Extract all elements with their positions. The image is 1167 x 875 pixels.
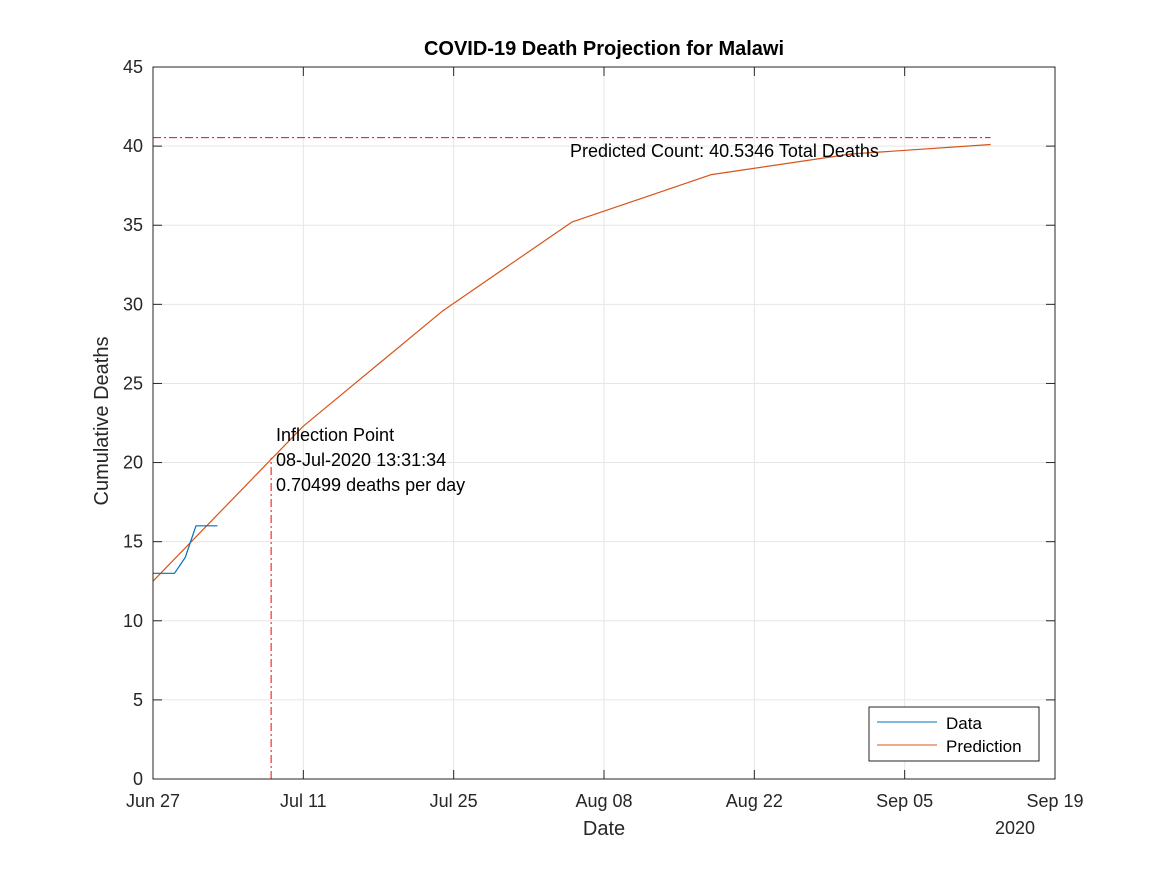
grid <box>153 67 1055 779</box>
x-tick-label: Jun 27 <box>126 791 180 811</box>
x-tick-label: Jul 11 <box>280 791 327 811</box>
series-line-prediction <box>152 143 991 582</box>
y-tick-label: 35 <box>123 215 143 235</box>
chart-title: COVID-19 Death Projection for Malawi <box>424 38 784 60</box>
inflection-annotation-title: Inflection Point <box>276 425 394 445</box>
x-axis-label: Date <box>583 818 625 840</box>
y-tick-label: 30 <box>123 294 143 314</box>
y-tick-label: 10 <box>123 611 143 631</box>
x-axis-year-label: 2020 <box>995 818 1035 838</box>
legend-label-prediction: Prediction <box>946 737 1022 756</box>
reference-lines <box>153 137 991 779</box>
legend-label-data: Data <box>946 714 982 733</box>
x-tick-label: Jul 25 <box>430 791 478 811</box>
inflection-annotation-rate: 0.70499 deaths per day <box>276 475 465 495</box>
predicted-count-annotation: Predicted Count: 40.5346 Total Deaths <box>570 141 879 161</box>
y-tick-label: 40 <box>123 136 143 156</box>
inflection-annotation-date: 08-Jul-2020 13:31:34 <box>276 450 446 470</box>
x-tick-label: Sep 19 <box>1026 791 1083 811</box>
legend-box <box>868 706 1040 762</box>
x-tick-label: Aug 08 <box>575 791 632 811</box>
legend: Data Prediction <box>868 706 1040 762</box>
x-tick-label: Aug 22 <box>726 791 783 811</box>
x-axis: Jun 27 Jul 11 Jul 25 Aug 08 Aug 22 Sep 05 Sep … <box>126 67 1084 811</box>
series-layer <box>152 143 991 582</box>
y-tick-label: 20 <box>123 453 143 473</box>
y-axis-label: Cumulative Deaths <box>91 337 113 506</box>
y-tick-label: 5 <box>133 690 143 710</box>
y-tick-label: 15 <box>123 532 143 552</box>
y-tick-label: 0 <box>133 769 143 789</box>
series-line-data <box>153 525 218 574</box>
y-axis: 0 5 10 15 20 25 30 35 40 45 <box>123 57 1055 789</box>
y-tick-label: 45 <box>123 57 143 77</box>
x-tick-label: Sep 05 <box>876 791 933 811</box>
y-tick-label: 25 <box>123 373 143 393</box>
